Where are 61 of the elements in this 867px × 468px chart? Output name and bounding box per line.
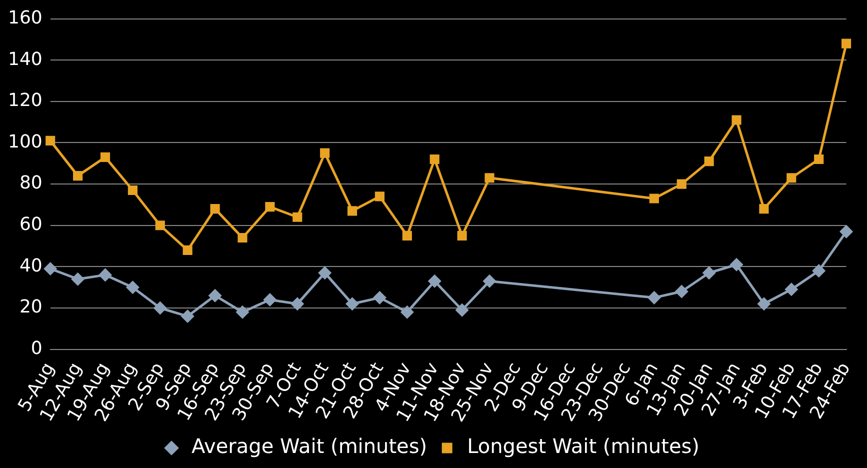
point xyxy=(155,220,165,230)
point xyxy=(483,274,496,288)
point xyxy=(291,298,304,310)
point xyxy=(265,202,275,212)
point xyxy=(402,230,412,240)
point xyxy=(785,283,798,296)
point xyxy=(649,194,659,204)
point xyxy=(675,285,688,298)
point xyxy=(72,272,84,286)
point xyxy=(484,173,494,183)
y-tick-label: 140 xyxy=(8,48,42,70)
point xyxy=(73,171,83,181)
point xyxy=(430,154,440,164)
point xyxy=(320,148,330,158)
point xyxy=(812,264,826,278)
point xyxy=(236,306,249,318)
point xyxy=(46,136,56,146)
point xyxy=(374,192,384,202)
point xyxy=(842,38,852,48)
y-tick-label: 160 xyxy=(8,7,42,28)
point xyxy=(732,115,742,125)
point xyxy=(208,289,222,302)
y-tick-label: 120 xyxy=(8,90,42,112)
point xyxy=(210,204,220,214)
point xyxy=(181,310,194,323)
point xyxy=(676,179,686,189)
legend-label: Longest Wait (minutes) xyxy=(467,434,700,458)
point xyxy=(238,232,248,243)
point xyxy=(428,274,441,288)
point xyxy=(318,266,332,280)
point xyxy=(154,302,166,314)
point xyxy=(126,281,139,294)
y-tick-label: 60 xyxy=(19,214,42,236)
point xyxy=(100,152,110,162)
y-tick-label: 100 xyxy=(8,131,42,152)
point xyxy=(400,306,414,318)
point xyxy=(182,245,192,255)
point xyxy=(292,212,302,222)
point xyxy=(814,154,824,164)
point xyxy=(840,225,853,238)
point xyxy=(99,268,112,282)
point xyxy=(759,204,769,214)
y-tick-label: 80 xyxy=(19,172,42,194)
point xyxy=(730,258,743,271)
point xyxy=(702,266,716,280)
point xyxy=(457,230,467,240)
point xyxy=(44,262,57,276)
y-tick-label: 20 xyxy=(19,296,42,318)
point xyxy=(347,206,358,216)
point xyxy=(456,304,468,316)
y-tick-label: 40 xyxy=(19,255,42,276)
y-tick-label: 0 xyxy=(30,338,42,359)
point xyxy=(128,185,138,196)
point xyxy=(704,156,714,166)
legend-label: Average Wait (minutes) xyxy=(192,434,428,458)
point xyxy=(758,298,770,310)
point xyxy=(648,291,660,304)
point xyxy=(786,173,796,183)
point xyxy=(264,293,276,306)
point xyxy=(373,291,386,304)
point xyxy=(346,298,359,310)
